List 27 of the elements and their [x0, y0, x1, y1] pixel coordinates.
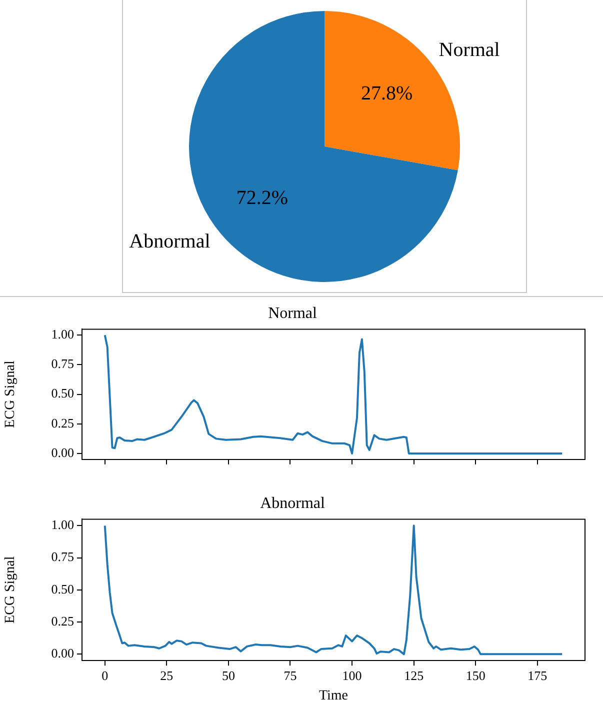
slice-label: Normal [438, 39, 500, 62]
y-tick-label: 0.75 [51, 356, 74, 372]
x-tick-label: 0 [102, 668, 108, 683]
chart-title: Normal [268, 304, 318, 322]
y-tick-label: 0.00 [51, 646, 74, 661]
x-tick-label: 75 [284, 668, 297, 683]
x-tick-label: 50 [222, 668, 235, 683]
y-axis-title: ECG Signal [3, 556, 18, 624]
y-tick-label: 0.75 [51, 549, 74, 564]
x-tick-label: 175 [528, 668, 548, 683]
y-tick-label: 0.25 [51, 415, 74, 430]
x-tick-label: 125 [404, 668, 424, 683]
x-tick-label: 100 [342, 668, 362, 683]
data-label: 72.2% [236, 186, 288, 209]
y-tick-label: 0.50 [51, 386, 74, 401]
data-label: 27.8% [360, 82, 413, 105]
y-tick-label: 0.50 [51, 581, 74, 596]
y-tick-label: 0.00 [51, 444, 74, 460]
x-tick-label: 150 [466, 668, 486, 683]
slice-label: Abnormal [129, 230, 211, 252]
y-tick-label: 1.00 [51, 326, 74, 342]
y-tick-label: 0.25 [51, 613, 74, 628]
chart-title: Abnormal [260, 494, 326, 512]
y-tick-label: 1.00 [51, 517, 74, 532]
x-tick-label: 25 [160, 668, 174, 683]
x-axis-title: Time [318, 688, 348, 704]
y-axis-title: ECG Signal [3, 360, 18, 428]
